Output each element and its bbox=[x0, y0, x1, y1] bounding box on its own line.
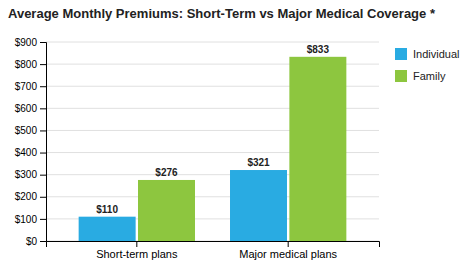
y-tick: $400 bbox=[15, 147, 46, 158]
y-tick-mark bbox=[40, 64, 46, 65]
y-tick-label: $100 bbox=[15, 214, 38, 225]
y-tick: $0 bbox=[26, 236, 46, 247]
x-tick-mark bbox=[288, 241, 289, 247]
y-tick: $700 bbox=[15, 81, 46, 92]
y-tick-mark bbox=[40, 42, 46, 43]
data-label: $833 bbox=[307, 44, 330, 55]
legend-item: Individual bbox=[395, 48, 459, 60]
x-tick: Major medical plans bbox=[239, 241, 337, 260]
x-axis: Short-term plans Major medical plans bbox=[47, 241, 380, 260]
chart: Average Monthly Premiums: Short-Term vs … bbox=[0, 0, 474, 267]
legend-label: Family bbox=[413, 70, 446, 82]
bar bbox=[138, 180, 195, 241]
y-tick: $100 bbox=[15, 214, 46, 225]
y-tick-mark bbox=[40, 130, 46, 131]
x-tick-label: Short-term plans bbox=[96, 248, 178, 260]
y-tick-mark bbox=[40, 153, 46, 154]
y-tick-mark bbox=[40, 219, 46, 220]
y-tick-mark bbox=[40, 86, 46, 87]
title: Average Monthly Premiums: Short-Term vs … bbox=[8, 6, 436, 21]
y-tick: $500 bbox=[15, 125, 46, 136]
data-label: $276 bbox=[155, 167, 178, 178]
x-tick-label: Major medical plans bbox=[239, 248, 337, 260]
y-tick-mark bbox=[40, 108, 46, 109]
y-axis-line bbox=[40, 43, 47, 242]
y-tick-label: $700 bbox=[15, 81, 38, 92]
y-tick-mark bbox=[40, 197, 46, 198]
y-tick-label: $200 bbox=[15, 191, 38, 202]
bar bbox=[79, 217, 136, 241]
y-tick-label: $500 bbox=[15, 125, 38, 136]
y-tick-label: $0 bbox=[26, 236, 38, 247]
x-tick: Short-term plans bbox=[96, 241, 178, 260]
plot: $0 $100 $200 $300 $400 $500 $600 $700 $800 $900 Sh… bbox=[15, 37, 380, 260]
x-tick-mark bbox=[136, 241, 137, 247]
y-tick: $900 bbox=[15, 37, 46, 48]
x-axis-line bbox=[47, 242, 380, 248]
legend-swatch bbox=[395, 48, 407, 60]
bars bbox=[79, 57, 347, 241]
bar bbox=[230, 170, 287, 241]
y-tick-mark bbox=[40, 241, 46, 242]
legend-swatch bbox=[395, 70, 407, 82]
y-tick: $200 bbox=[15, 191, 46, 202]
grid bbox=[46, 42, 379, 241]
y-axis: $0 $100 $200 $300 $400 $500 $600 $700 $800 $900 bbox=[15, 37, 47, 247]
bar bbox=[289, 57, 346, 241]
data-labels: $110 $321 $276 $833 bbox=[96, 44, 329, 215]
y-tick-label: $400 bbox=[15, 147, 38, 158]
y-tick-label: $300 bbox=[15, 169, 38, 180]
y-tick-mark bbox=[40, 175, 46, 176]
y-tick: $300 bbox=[15, 169, 46, 180]
y-tick: $600 bbox=[15, 103, 46, 114]
legend-label: Individual bbox=[413, 48, 459, 60]
y-tick-label: $900 bbox=[15, 37, 38, 48]
y-tick-label: $600 bbox=[15, 103, 38, 114]
y-tick: $800 bbox=[15, 59, 46, 70]
legend-item: Family bbox=[395, 70, 446, 82]
y-tick-label: $800 bbox=[15, 59, 38, 70]
legend: Individual Family bbox=[395, 48, 459, 82]
data-label: $110 bbox=[96, 204, 118, 215]
data-label: $321 bbox=[247, 157, 270, 168]
grid-line bbox=[46, 42, 379, 43]
